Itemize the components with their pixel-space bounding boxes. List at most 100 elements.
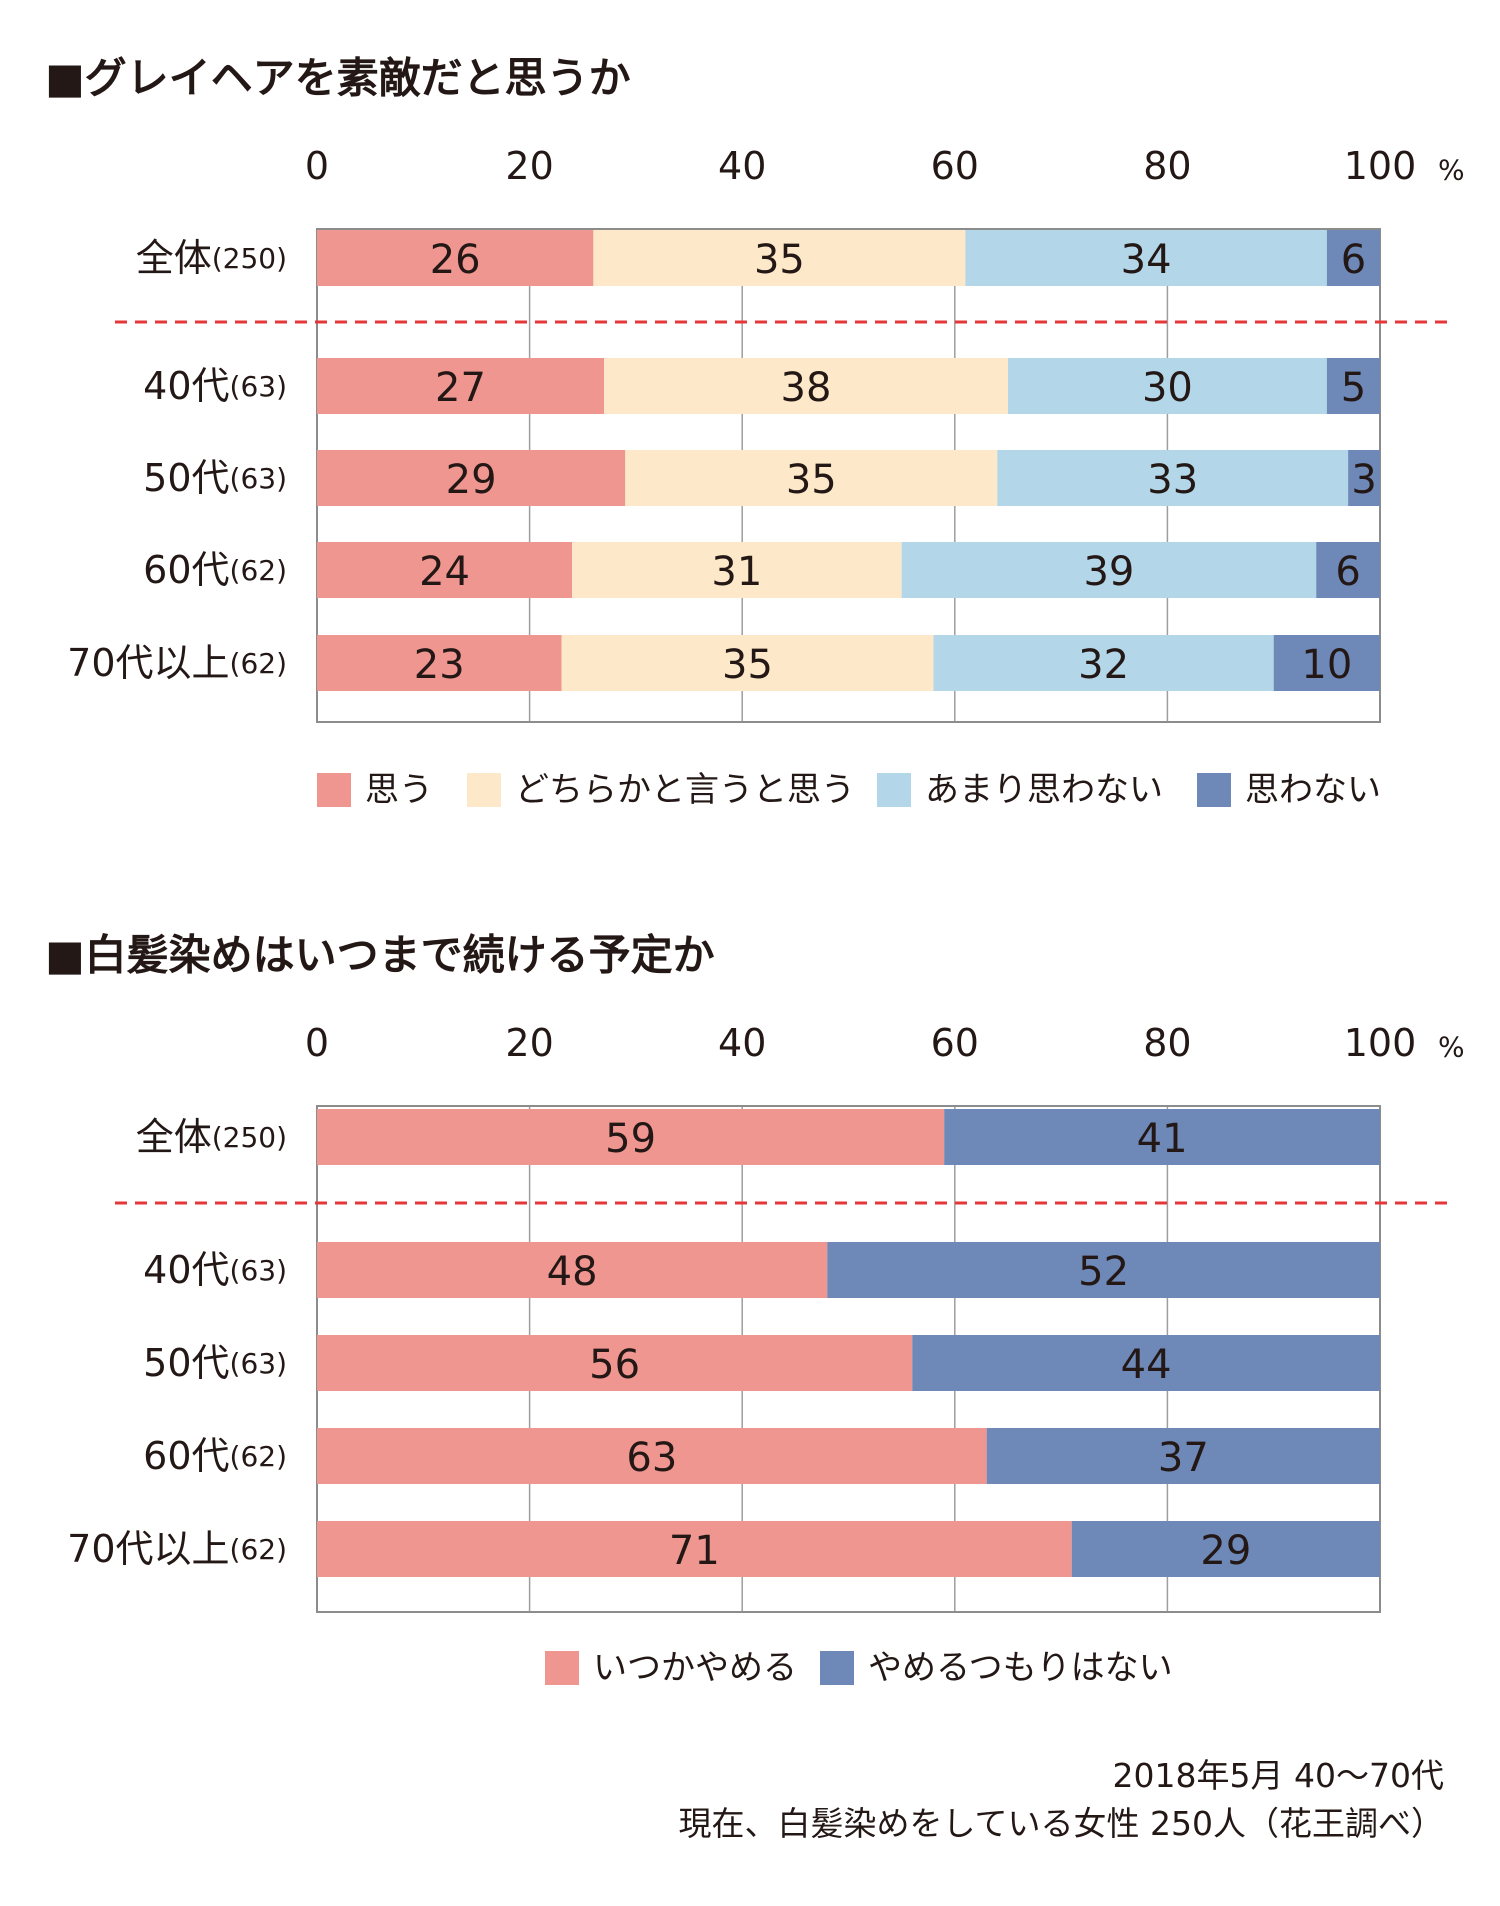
category-label: 60代(62)	[143, 548, 287, 592]
bar-segment	[965, 230, 1327, 286]
data-label: 10	[1301, 642, 1352, 688]
data-label: 29	[1200, 1528, 1251, 1574]
bar-segment	[1007, 358, 1327, 414]
bar-segment	[997, 450, 1349, 506]
legend-label: 思う	[365, 770, 433, 810]
legend-label: やめるつもりはない	[868, 1648, 1173, 1688]
x-tick-label: 100	[1344, 144, 1417, 188]
x-tick-label: 0	[305, 1021, 329, 1065]
data-label: 71	[669, 1528, 720, 1574]
legend-swatch	[467, 773, 501, 807]
data-label: 48	[547, 1249, 598, 1295]
bar-segment	[317, 1335, 913, 1391]
bar-segment	[317, 1428, 987, 1484]
bar-segment	[317, 1242, 828, 1298]
category-label: 70代以上(62)	[67, 641, 287, 685]
bar-segment	[912, 1335, 1380, 1391]
bar-segment	[561, 635, 934, 691]
category-label: 50代(63)	[143, 1341, 287, 1385]
legend-label: どちらかと言うと思う	[515, 770, 855, 810]
data-label: 38	[781, 365, 832, 411]
legend-swatch	[1197, 773, 1231, 807]
legend-label: あまり思わない	[925, 770, 1163, 810]
x-tick-label: 80	[1143, 144, 1191, 188]
bar-segment	[1348, 450, 1380, 506]
bar-segment	[317, 1521, 1072, 1577]
legend-swatch	[317, 773, 351, 807]
category-label: 40代(63)	[143, 1248, 287, 1292]
bar-segment	[986, 1428, 1380, 1484]
chart-title: ■白髪染めはいつまで続ける予定か	[45, 931, 715, 980]
data-label: 37	[1158, 1435, 1209, 1481]
x-tick-label: 40	[718, 144, 766, 188]
data-label: 35	[786, 457, 837, 503]
x-unit-label: %	[1438, 1031, 1465, 1064]
category-label: 全体(250)	[136, 1115, 287, 1159]
bar-segment	[317, 450, 626, 506]
bar-segment	[317, 230, 594, 286]
data-label: 30	[1142, 365, 1193, 411]
data-label: 59	[605, 1116, 656, 1162]
bar-segment	[593, 230, 966, 286]
x-tick-label: 40	[718, 1021, 766, 1065]
bar-segment	[317, 635, 562, 691]
bar-segment	[1326, 358, 1380, 414]
data-label: 32	[1078, 642, 1129, 688]
x-tick-label: 80	[1143, 1021, 1191, 1065]
bar-segment	[1071, 1521, 1380, 1577]
x-tick-label: 20	[505, 1021, 553, 1065]
category-label: 40代(63)	[143, 364, 287, 408]
legend-swatch	[545, 1651, 579, 1685]
bar-segment	[1273, 635, 1380, 691]
data-label: 3	[1351, 457, 1376, 503]
data-label: 63	[626, 1435, 677, 1481]
category-label: 50代(63)	[143, 456, 287, 500]
legend-label: 思わない	[1245, 770, 1381, 810]
x-tick-label: 60	[931, 144, 979, 188]
data-label: 44	[1121, 1342, 1172, 1388]
x-tick-label: 60	[931, 1021, 979, 1065]
bar-segment	[1316, 542, 1380, 598]
data-label: 6	[1341, 237, 1366, 283]
data-label: 35	[754, 237, 805, 283]
legend-swatch	[820, 1651, 854, 1685]
data-label: 52	[1078, 1249, 1129, 1295]
bar-segment	[1326, 230, 1380, 286]
footnote-sample: 現在、白髪染めをしている女性 250人（花王調べ）	[678, 1804, 1445, 1843]
bar-segment	[625, 450, 998, 506]
bar-segment	[604, 358, 1008, 414]
data-label: 27	[435, 365, 486, 411]
bar-segment	[317, 1109, 945, 1165]
chart-title: ■グレイヘアを素敵だと思うか	[45, 54, 631, 103]
bar-segment	[317, 542, 573, 598]
bar-segment	[827, 1242, 1380, 1298]
data-label: 23	[414, 642, 465, 688]
bar-segment	[572, 542, 902, 598]
data-label: 39	[1083, 549, 1134, 595]
data-label: 24	[419, 549, 470, 595]
data-label: 34	[1121, 237, 1172, 283]
data-label: 56	[589, 1342, 640, 1388]
x-tick-label: 0	[305, 144, 329, 188]
x-unit-label: %	[1438, 154, 1465, 187]
data-label: 33	[1147, 457, 1198, 503]
data-label: 26	[430, 237, 481, 283]
bar-segment	[944, 1109, 1380, 1165]
legend-swatch	[877, 773, 911, 807]
category-label: 60代(62)	[143, 1434, 287, 1478]
bar-segment	[317, 358, 605, 414]
data-label: 41	[1137, 1116, 1188, 1162]
category-label: 全体(250)	[136, 236, 287, 280]
data-label: 35	[722, 642, 773, 688]
bar-segment	[901, 542, 1317, 598]
data-label: 29	[446, 457, 497, 503]
legend-label: いつかやめる	[593, 1648, 797, 1688]
bar-segment	[933, 635, 1274, 691]
x-tick-label: 100	[1344, 1021, 1417, 1065]
x-tick-label: 20	[505, 144, 553, 188]
data-label: 31	[711, 549, 762, 595]
footnote-date-range: 2018年5月 40〜70代	[1112, 1756, 1444, 1795]
category-label: 70代以上(62)	[67, 1527, 287, 1571]
